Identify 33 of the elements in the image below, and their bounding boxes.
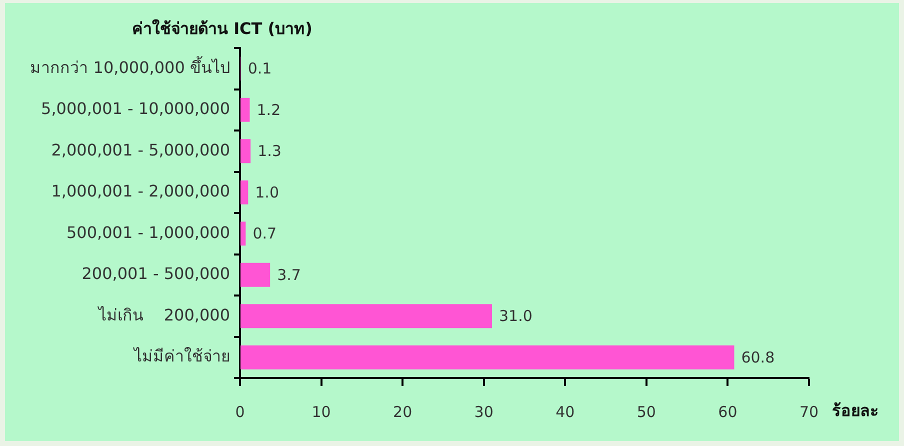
bar <box>240 222 246 246</box>
data-label: 1.2 <box>256 100 281 119</box>
x-tick-label: 20 <box>393 402 412 421</box>
y-tick-label: มากกว่า 10,000,000 ขึ้นไป <box>30 56 230 77</box>
data-label: 0.7 <box>252 224 277 243</box>
x-tick-label: 10 <box>312 402 331 421</box>
bar <box>240 98 250 122</box>
bar <box>240 304 492 328</box>
y-tick-label: 5,000,001 - 10,000,000 <box>41 99 230 118</box>
y-tick-label: 2,000,001 - 5,000,000 <box>51 140 230 160</box>
y-axis-title: ค่าใช้จ่ายด้าน ICT (บาท) <box>132 18 312 40</box>
bar <box>240 345 734 370</box>
x-tick-label: 70 <box>799 402 819 421</box>
x-tick-label: 50 <box>636 402 656 421</box>
y-tick-label: ไม่เกิน 200,000 <box>96 305 230 324</box>
bar <box>240 139 251 164</box>
y-tick-label: ไม่มีค่าใช้จ่าย <box>132 346 230 366</box>
x-axis-title: ร้อยละ <box>832 400 879 422</box>
y-tick-label: 500,001 - 1,000,000 <box>66 222 230 242</box>
y-tick-label: 200,001 - 500,000 <box>82 264 230 284</box>
x-tick-label: 30 <box>474 402 494 421</box>
data-label: 0.1 <box>248 60 272 78</box>
data-label: 31.0 <box>498 307 532 326</box>
data-label: 1.0 <box>255 183 279 202</box>
data-label: 3.7 <box>277 266 301 284</box>
x-tick-label: 0 <box>235 402 245 421</box>
data-label: 60.8 <box>741 348 775 366</box>
data-label: 1.3 <box>258 142 282 160</box>
x-tick-label: 40 <box>556 402 575 421</box>
bar <box>240 262 270 287</box>
x-tick-label: 60 <box>718 402 738 421</box>
y-tick-label: 1,000,001 - 2,000,000 <box>51 182 230 201</box>
bar <box>240 180 248 204</box>
